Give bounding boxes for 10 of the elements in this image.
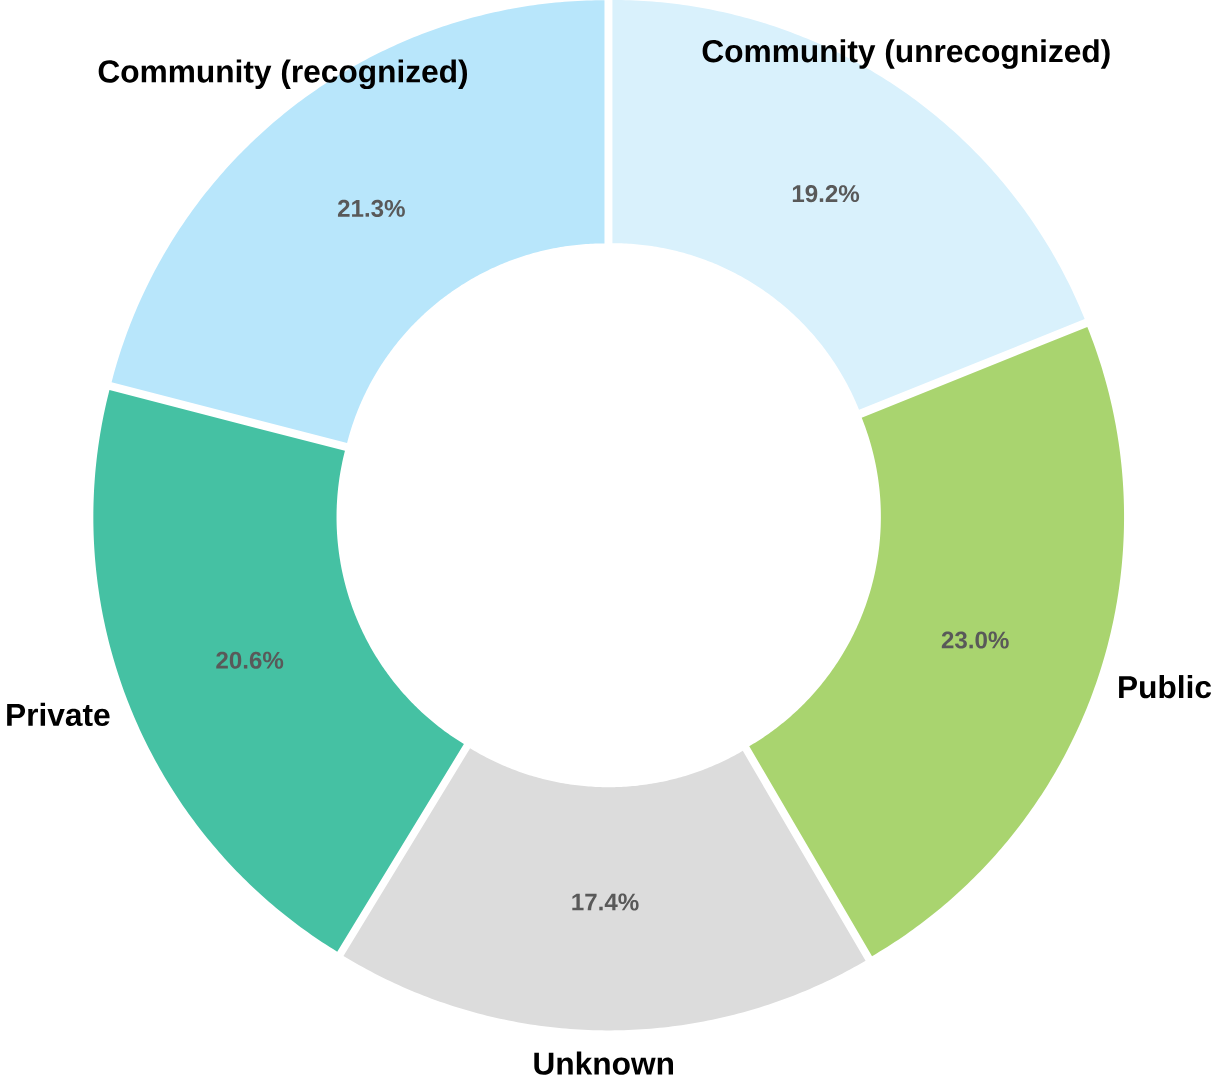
- data-label: 20.6%: [216, 651, 284, 669]
- slice-label: Community (unrecognized): [702, 39, 1110, 69]
- slice-label: Private: [7, 702, 110, 727]
- slice-label: Community (recognized): [98, 59, 468, 90]
- slice-label: Public: [1119, 675, 1212, 699]
- data-label: 23.0%: [941, 631, 1009, 649]
- data-label: 21.3%: [337, 199, 405, 218]
- slice-label: Unknown: [534, 1051, 673, 1075]
- data-label: 17.4%: [572, 893, 639, 911]
- data-label: 19.2%: [792, 185, 860, 203]
